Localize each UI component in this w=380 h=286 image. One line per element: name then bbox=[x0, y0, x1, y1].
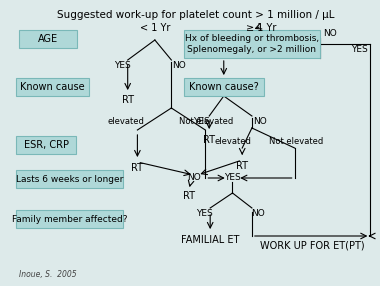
Text: AGE: AGE bbox=[38, 34, 58, 44]
Text: NO: NO bbox=[172, 61, 186, 69]
Text: YES: YES bbox=[196, 208, 213, 217]
Text: RT: RT bbox=[131, 163, 143, 173]
Text: Inoue, S.  2005: Inoue, S. 2005 bbox=[19, 271, 77, 279]
Text: Family member affected?: Family member affected? bbox=[12, 214, 127, 223]
Text: Lasts 6 weeks or longer: Lasts 6 weeks or longer bbox=[16, 174, 123, 184]
Text: NO: NO bbox=[323, 29, 337, 39]
Text: elevated: elevated bbox=[214, 136, 251, 146]
FancyBboxPatch shape bbox=[16, 136, 76, 154]
Text: elevated: elevated bbox=[107, 118, 144, 126]
FancyBboxPatch shape bbox=[16, 170, 123, 188]
Text: FAMILIAL ET: FAMILIAL ET bbox=[181, 235, 239, 245]
Text: ESR, CRP: ESR, CRP bbox=[24, 140, 69, 150]
FancyBboxPatch shape bbox=[184, 30, 320, 58]
Text: RT: RT bbox=[236, 161, 248, 171]
Text: Not elevated: Not elevated bbox=[269, 136, 324, 146]
Text: Known cause?: Known cause? bbox=[189, 82, 259, 92]
Text: RT: RT bbox=[183, 191, 195, 201]
FancyBboxPatch shape bbox=[16, 210, 123, 228]
Text: RT: RT bbox=[122, 95, 134, 105]
FancyBboxPatch shape bbox=[16, 78, 89, 96]
Text: NO: NO bbox=[253, 116, 266, 126]
Text: NO: NO bbox=[251, 208, 264, 217]
Text: YES: YES bbox=[114, 61, 131, 69]
Text: RT: RT bbox=[203, 135, 215, 145]
FancyBboxPatch shape bbox=[184, 78, 264, 96]
Text: NO: NO bbox=[187, 174, 201, 182]
Text: Hx of bleeding or thrombosis,
Splenomegaly, or >2 million: Hx of bleeding or thrombosis, Splenomega… bbox=[185, 34, 319, 54]
FancyBboxPatch shape bbox=[19, 30, 77, 48]
Text: < 1 Yr: < 1 Yr bbox=[140, 23, 170, 33]
Text: YES: YES bbox=[351, 45, 367, 55]
Text: YES: YES bbox=[224, 174, 241, 182]
Text: Suggested work-up for platelet count > 1 million / μL: Suggested work-up for platelet count > 1… bbox=[57, 10, 334, 20]
Text: ≥ 1 Yr: ≥ 1 Yr bbox=[246, 23, 277, 33]
Text: WORK UP FOR ET(PT): WORK UP FOR ET(PT) bbox=[260, 240, 364, 250]
Text: Not elevated: Not elevated bbox=[179, 118, 233, 126]
Text: YES: YES bbox=[193, 116, 210, 126]
Text: Known cause: Known cause bbox=[20, 82, 85, 92]
